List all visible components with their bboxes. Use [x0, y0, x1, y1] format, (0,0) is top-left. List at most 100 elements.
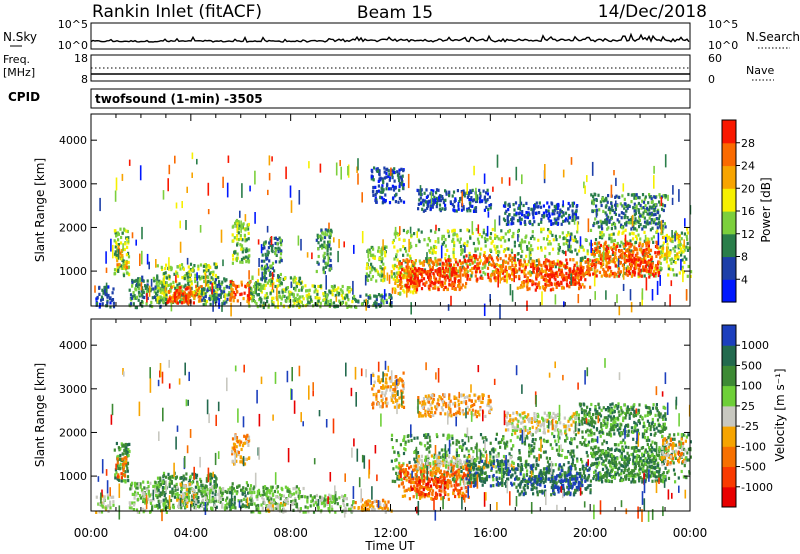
data-cell [144, 286, 147, 290]
data-cell [511, 272, 514, 276]
data-cell [428, 275, 431, 279]
data-cell [236, 229, 239, 234]
data-cell [513, 213, 516, 217]
data-cell [271, 302, 274, 306]
data-cell [308, 288, 311, 292]
data-cell [644, 249, 647, 253]
data-cell [515, 211, 518, 215]
data-cell [489, 232, 493, 236]
data-cell [470, 190, 473, 194]
data-cell [209, 294, 212, 298]
data-cell [217, 276, 220, 280]
data-cell [427, 275, 430, 279]
data-cell [392, 277, 395, 281]
data-cell [616, 274, 619, 278]
data-cell [458, 200, 461, 204]
data-cell [270, 264, 273, 268]
data-cell [649, 263, 652, 267]
data-cell [515, 275, 518, 279]
data-cell [570, 237, 573, 241]
data-cell [328, 222, 330, 229]
data-cell [602, 262, 605, 266]
data-cell [465, 272, 468, 276]
data-cell [537, 222, 540, 226]
data-cell [600, 257, 603, 261]
data-cell [345, 302, 348, 306]
data-cell [427, 284, 430, 288]
data-cell [296, 293, 299, 297]
data-cell [517, 230, 520, 234]
data-cell [179, 290, 182, 294]
data-cell [682, 270, 685, 274]
data-cell [562, 264, 566, 268]
data-cell [143, 491, 146, 495]
data-cell [104, 506, 107, 510]
data-cell [434, 284, 437, 289]
data-cell [462, 205, 465, 209]
data-cell [205, 479, 208, 483]
data-cell [558, 235, 561, 239]
data-cell [529, 253, 532, 257]
data-cell [409, 276, 412, 280]
data-cell [94, 285, 96, 293]
data-cell [298, 276, 301, 280]
data-cell [98, 305, 101, 309]
data-cell [526, 282, 529, 286]
data-cell [664, 225, 667, 229]
data-cell [248, 254, 251, 258]
data-cell [166, 300, 169, 305]
data-cell [226, 293, 229, 297]
data-cell [502, 262, 505, 266]
data-cell [470, 259, 473, 263]
data-cell [469, 236, 472, 240]
data-cell [442, 241, 446, 245]
data-cell [210, 276, 213, 280]
data-cell [518, 267, 521, 271]
data-cell [404, 247, 407, 251]
data-cell [393, 257, 396, 261]
data-cell [162, 288, 165, 292]
data-cell [398, 196, 401, 201]
data-cell [126, 462, 129, 466]
data-cell [112, 301, 115, 305]
data-cell [124, 451, 127, 455]
data-cell [655, 217, 658, 221]
data-cell [445, 190, 448, 194]
data-cell [561, 231, 564, 235]
data-cell [233, 236, 236, 240]
data-cell [247, 256, 250, 260]
data-cell [645, 262, 648, 266]
data-cell [440, 245, 443, 259]
data-cell [207, 209, 210, 215]
data-cell [646, 242, 649, 246]
data-cell [407, 271, 410, 275]
power-colorbar-label: Power [dB] [759, 177, 773, 242]
data-cell [233, 250, 236, 254]
data-cell [382, 180, 385, 185]
data-cell [526, 287, 529, 292]
data-cell [658, 200, 661, 204]
data-cell [669, 251, 672, 255]
data-cell [426, 243, 429, 247]
data-cell [590, 239, 592, 253]
data-cell [221, 280, 224, 284]
data-cell [447, 234, 451, 238]
data-cell [438, 196, 441, 200]
data-cell [156, 296, 159, 304]
data-cell [599, 233, 602, 237]
data-cell [131, 294, 135, 298]
data-cell [531, 259, 534, 263]
data-cell [405, 283, 408, 288]
data-cell [474, 256, 477, 260]
data-cell [634, 234, 638, 238]
data-cell [586, 252, 589, 256]
data-cell [419, 185, 422, 194]
data-cell [671, 230, 673, 238]
data-cell [280, 281, 283, 285]
data-cell [445, 262, 448, 266]
data-cell [644, 253, 647, 257]
data-cell [639, 203, 642, 207]
data-cell [593, 275, 596, 287]
